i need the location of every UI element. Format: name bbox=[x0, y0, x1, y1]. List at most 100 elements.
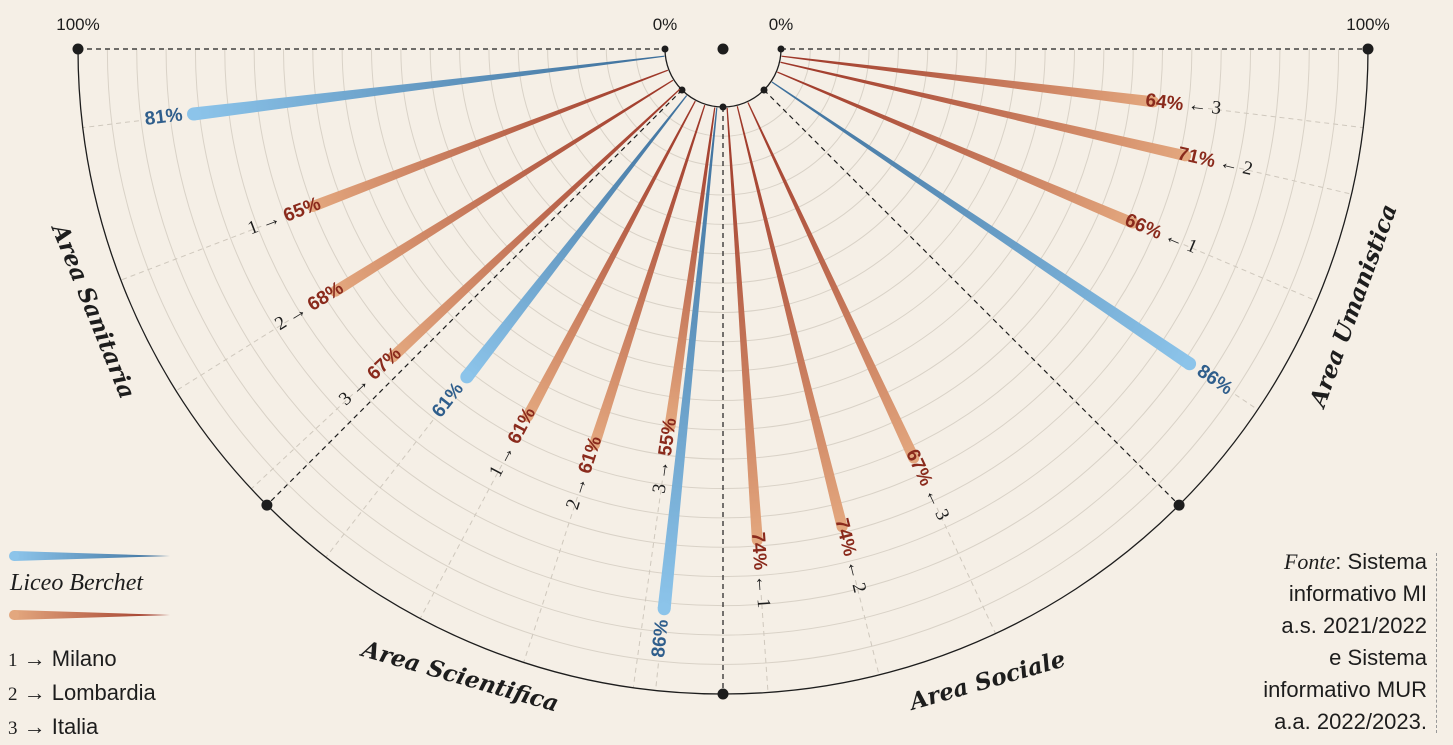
frame-dot bbox=[717, 43, 729, 55]
area-label: Area Sanitaria bbox=[45, 218, 140, 402]
separator-outer-dot bbox=[1173, 499, 1185, 511]
sector-separator bbox=[763, 89, 1180, 506]
frame-dot bbox=[661, 45, 669, 53]
legend-ref-swatch bbox=[9, 610, 170, 620]
inner-arc bbox=[664, 48, 782, 108]
bar-cap bbox=[836, 521, 848, 533]
bar-ref bbox=[310, 69, 669, 212]
bar-value-label: 3 → 55% bbox=[649, 416, 681, 494]
grid-ring bbox=[136, 48, 1310, 636]
bar-ref bbox=[726, 107, 763, 541]
bar-guide bbox=[1207, 108, 1364, 129]
bar-value-label: 81% bbox=[144, 104, 184, 129]
legend-item-lombardia: 2 → Lombardia bbox=[8, 680, 156, 705]
bar-cap bbox=[187, 107, 201, 121]
bar-ref bbox=[332, 79, 674, 296]
legend-item-milano: 1 → Milano bbox=[8, 646, 117, 671]
sector-separator bbox=[266, 89, 683, 506]
bar-guide bbox=[325, 419, 434, 558]
separator-outer-dot bbox=[261, 499, 273, 511]
bar-cap bbox=[460, 370, 474, 384]
bar-guide bbox=[854, 579, 880, 675]
grid-ring bbox=[635, 48, 811, 137]
bar-cap bbox=[307, 201, 319, 213]
bar-berchet bbox=[771, 81, 1194, 370]
bar-ref bbox=[389, 88, 681, 361]
grid-ring bbox=[459, 48, 987, 313]
frame-dot bbox=[777, 45, 785, 53]
frame-dot bbox=[1362, 43, 1374, 55]
source-fonte: Fonte bbox=[1283, 549, 1336, 574]
separator-inner-dot bbox=[719, 103, 727, 111]
grid-ring bbox=[106, 48, 1340, 666]
bar-cap bbox=[657, 602, 671, 616]
bar-berchet bbox=[192, 55, 665, 121]
bar-cap bbox=[1147, 96, 1159, 108]
chart-labels: 100% 0% 0% 100%81%1 → 65%2 → 68%3 → 67%61%1… bbox=[45, 15, 1402, 718]
separator-inner-dot bbox=[760, 86, 768, 94]
bar-cap bbox=[751, 534, 763, 546]
bar-guide bbox=[419, 464, 503, 619]
bar-guide bbox=[175, 319, 289, 392]
bar-cap bbox=[908, 452, 920, 464]
bar-value-label: 1 → 61% bbox=[485, 404, 540, 481]
source-note: Fonte: Sistema informativo MI a.s. 2021/… bbox=[1263, 549, 1427, 734]
bar-cap bbox=[522, 410, 534, 422]
chart-bars bbox=[187, 55, 1197, 616]
bar-cap bbox=[1180, 150, 1192, 162]
bar-value-label: 86% bbox=[1193, 361, 1236, 400]
scale-label-max-right: 100% bbox=[1346, 15, 1389, 34]
bar-cap bbox=[664, 420, 676, 432]
separator-inner-dot bbox=[678, 86, 686, 94]
bar-value-label: 74% ← 1 bbox=[747, 531, 774, 608]
bar-guide bbox=[82, 120, 139, 129]
frame-dot bbox=[72, 43, 84, 55]
bar-ref bbox=[522, 100, 696, 419]
bar-ref bbox=[781, 55, 1155, 108]
area-label: Area Sociale bbox=[905, 645, 1069, 716]
bar-value-label: 71% ← 2 bbox=[1176, 143, 1255, 181]
separator-outer-dot bbox=[717, 688, 729, 700]
source-divider bbox=[1436, 553, 1437, 733]
bar-guide bbox=[760, 595, 769, 693]
bar-value-label: 64% ← 3 bbox=[1144, 89, 1222, 120]
area-label: Area Scientifica bbox=[357, 635, 562, 718]
grid-ring bbox=[576, 48, 870, 196]
bar-ref bbox=[747, 102, 919, 461]
scale-label-min-left: 0% bbox=[653, 15, 678, 34]
legend: Liceo Berchet 1 → Milano 2 → Lombardia 3… bbox=[8, 548, 248, 745]
grid-ring bbox=[253, 48, 1193, 519]
bar-cap bbox=[588, 439, 600, 451]
scale-label-max-left: 100% bbox=[56, 15, 99, 34]
bar-guide bbox=[120, 225, 262, 281]
bar-value-label: 2 → 61% bbox=[562, 433, 606, 512]
grid-ring bbox=[488, 48, 958, 284]
bar-value-label: 1 → 65% bbox=[245, 193, 324, 241]
bar-guide bbox=[523, 496, 578, 663]
legend-berchet-swatch bbox=[9, 551, 170, 561]
bar-ref bbox=[777, 71, 1136, 229]
bar-value-label: 61% bbox=[428, 379, 468, 422]
grid-ring bbox=[224, 48, 1222, 548]
bar-cap bbox=[329, 285, 341, 297]
bar-berchet bbox=[461, 95, 688, 381]
bar-guide bbox=[1234, 394, 1259, 411]
legend-berchet-label: Liceo Berchet bbox=[10, 570, 144, 596]
bar-cap bbox=[1127, 217, 1139, 229]
bar-guide bbox=[250, 393, 354, 490]
bar-cap bbox=[387, 351, 399, 363]
bar-guide bbox=[1239, 167, 1352, 195]
bar-guide bbox=[1183, 244, 1317, 302]
grid-ring bbox=[517, 48, 929, 255]
bar-berchet bbox=[657, 107, 718, 610]
grid-ring bbox=[341, 48, 1105, 431]
bar-value-label: 74% ← 2 bbox=[830, 516, 869, 595]
grid-ring bbox=[371, 48, 1075, 401]
bar-guide bbox=[655, 663, 659, 691]
bar-value-label: 86% bbox=[648, 618, 673, 658]
bar-value-label: 67% ← 3 bbox=[901, 446, 953, 524]
bar-ref bbox=[589, 104, 706, 447]
bar-guide bbox=[632, 480, 663, 688]
area-label: Area Umanistica bbox=[1304, 201, 1403, 413]
